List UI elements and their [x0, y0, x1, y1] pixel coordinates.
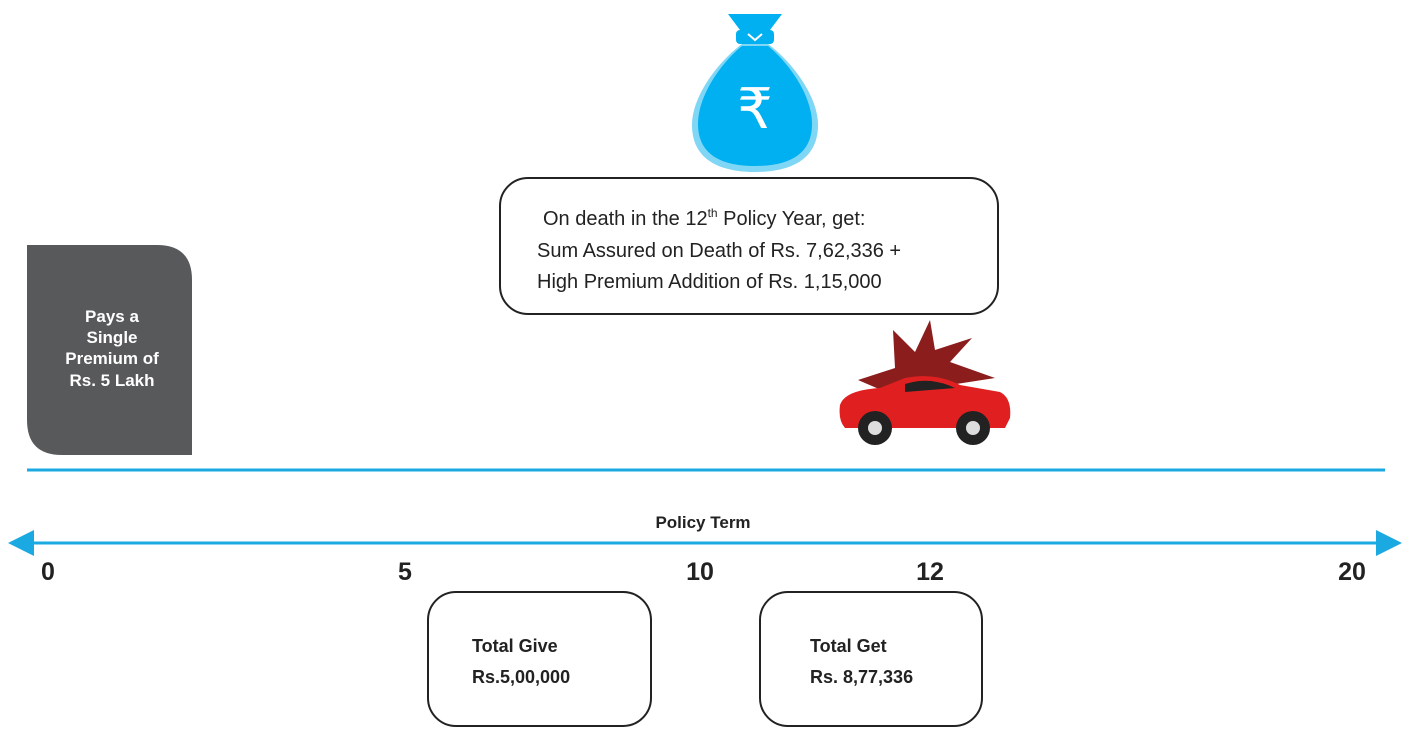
give-title: Total Give	[472, 636, 558, 656]
tick-label: 20	[1338, 558, 1366, 586]
death-line: Sum Assured on Death of Rs. 7,62,336 +	[537, 240, 901, 262]
arrow-right	[1376, 530, 1402, 556]
explosion	[858, 320, 995, 398]
bag-tie	[747, 33, 763, 42]
car-window	[905, 380, 955, 392]
hub	[868, 421, 882, 435]
give-box	[427, 591, 652, 727]
get-amount: Rs. 8,77,336	[810, 667, 913, 687]
premium-line: Premium of	[65, 349, 159, 368]
bag-top	[728, 14, 782, 30]
car	[839, 376, 1011, 445]
premium-text: Pays a Single Premium of Rs. 5 Lakh	[65, 307, 159, 390]
death-text: On death in the 12	[543, 208, 708, 230]
hub	[966, 421, 980, 435]
premium-line: Pays a	[85, 307, 139, 326]
give-amount: Rs.5,00,000	[472, 667, 570, 687]
death-line: On death in the 12th Policy Year, get:	[543, 206, 865, 230]
death-line: High Premium Addition of Rs. 1,15,000	[537, 271, 882, 293]
rupee-symbol: ₹	[737, 77, 773, 140]
tick-label: 5	[398, 558, 412, 586]
premium-line: Single	[86, 328, 137, 347]
bag-body	[698, 46, 812, 166]
get-box	[759, 591, 983, 727]
money-bag: ₹	[692, 14, 818, 172]
timeline-label: Policy Term	[655, 513, 750, 532]
arrow-left	[8, 530, 34, 556]
timeline-ticks: 0 5 10 12 20	[41, 558, 1366, 586]
tick-label: 0	[41, 558, 55, 586]
death-text: Policy Year, get:	[718, 208, 866, 230]
premium-line: Rs. 5 Lakh	[69, 371, 154, 390]
tick-label: 12	[916, 558, 944, 586]
premium-box	[27, 245, 192, 455]
tick-label: 10	[686, 558, 714, 586]
bag-knot	[736, 30, 774, 44]
get-title: Total Get	[810, 636, 887, 656]
death-sup: th	[708, 206, 718, 220]
death-box	[499, 177, 999, 315]
